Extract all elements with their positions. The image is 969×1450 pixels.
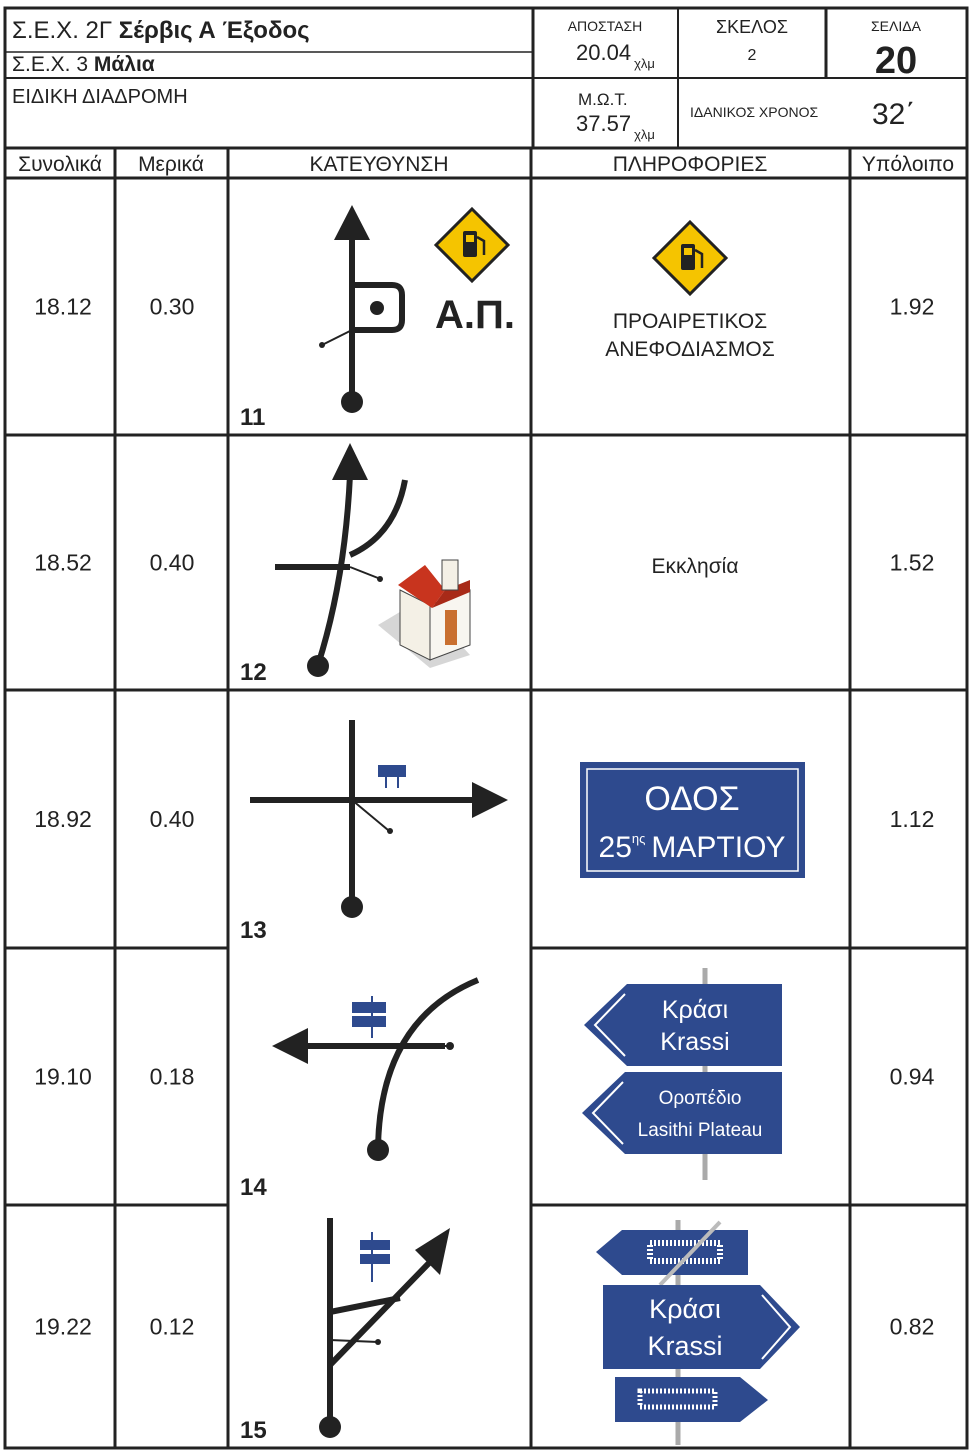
header-line2: Σ.Ε.Χ. 3 Μάλια xyxy=(12,53,155,76)
partial: 0.18 xyxy=(150,1064,195,1090)
sign-text: Krassi xyxy=(647,1331,722,1361)
header-line3: ΕΙΔΙΚΗ ΔΙΑΔΡΟΜΗ xyxy=(12,86,188,108)
label: ΣΚΕΛΟΣ xyxy=(716,17,788,37)
remaining: 0.94 xyxy=(890,1064,935,1090)
direction-signs-15: Κράσι Krassi xyxy=(596,1220,800,1445)
column-header: Υπόλοιπο xyxy=(862,153,954,176)
sign-text: Κράσι xyxy=(662,996,728,1024)
cells: Συνολικά Μερικά ΚΑΤΕΥΘΥΝΣΗ ΠΛΗΡΟΦΟΡΙΕΣ Υπόλο… xyxy=(18,153,954,1444)
diagram-13 xyxy=(250,720,508,918)
remaining: 1.52 xyxy=(890,550,935,576)
sign-text: Krassi xyxy=(660,1028,729,1056)
box-number: 15 xyxy=(240,1417,267,1444)
code: Σ.Ε.Χ. 2Γ xyxy=(12,17,112,44)
name: Σέρβις Α Έξοδος xyxy=(119,17,310,44)
direction-signs-14: Κράσι Krassi Οροπέδιο Lasithi Plateau xyxy=(582,968,782,1180)
diagram-12 xyxy=(275,443,471,677)
unit: χλμ xyxy=(634,127,655,142)
info-text: ΠΡΟΑΙΡΕΤΙΚΟΣ xyxy=(613,310,767,333)
column-header: Μερικά xyxy=(138,153,204,176)
diagram-14 xyxy=(272,977,480,1161)
partial: 0.30 xyxy=(150,294,195,320)
total: 18.52 xyxy=(34,550,92,576)
info-text: Εκκλησία xyxy=(652,555,739,578)
partial: 0.40 xyxy=(150,550,195,576)
sign-text: Οροπέδιο xyxy=(659,1088,742,1109)
remaining: 1.12 xyxy=(890,806,935,832)
name: Μάλια xyxy=(94,53,155,76)
box-number: 11 xyxy=(240,404,265,431)
info-text: ΑΝΕΦΟΔΙΑΣΜΟΣ xyxy=(605,338,775,361)
total: 19.22 xyxy=(34,1314,92,1340)
info-11: ΠΡΟΑΙΡΕΤΙΚΟΣ ΑΝΕΦΟΔΙΑΣΜΟΣ xyxy=(605,219,775,361)
label: ΙΔΑΝΙΚΟΣ ΧΡΟΝΟΣ xyxy=(690,104,818,120)
code: Σ.Ε.Χ. 3 xyxy=(12,53,88,76)
number: 25 xyxy=(599,831,632,864)
label: Μ.Ω.Τ. xyxy=(578,90,628,109)
sign-text: ΟΔΟΣ xyxy=(644,780,739,818)
remaining: 0.82 xyxy=(890,1314,935,1340)
box-number: 13 xyxy=(240,917,267,944)
box-number: 12 xyxy=(240,659,267,686)
name: ΜΑΡΤΙΟΥ xyxy=(651,831,785,864)
label: ΣΕΛΙΔΑ xyxy=(871,18,922,34)
partial: 0.40 xyxy=(150,806,195,832)
value: 37.57 χλμ xyxy=(576,111,655,142)
partial: 0.12 xyxy=(150,1314,195,1340)
total: 19.10 xyxy=(34,1064,92,1090)
sign-text: Κράσι xyxy=(649,1294,721,1324)
unit: χλμ xyxy=(634,56,655,71)
value: 32΄ xyxy=(872,98,915,131)
sign-text: Lasithi Plateau xyxy=(638,1120,763,1141)
value: 2 xyxy=(748,47,757,64)
grid xyxy=(3,6,969,1450)
total: 18.92 xyxy=(34,806,92,832)
box-number: 14 xyxy=(240,1174,267,1201)
street-sign: ΟΔΟΣ 25ης ΜΑΡΤΙΟΥ xyxy=(580,762,805,878)
value: 20 xyxy=(875,40,917,82)
diagram-label: Α.Π. xyxy=(435,293,515,337)
number: 20.04 xyxy=(576,40,631,65)
total: 18.12 xyxy=(34,294,92,320)
column-header: Συνολικά xyxy=(18,153,102,176)
column-header: ΚΑΤΕΥΘΥΝΣΗ xyxy=(309,153,448,176)
label: ΑΠΟΣΤΑΣΗ xyxy=(568,18,643,34)
value: 20.04 χλμ xyxy=(576,40,655,71)
diagram-15 xyxy=(319,1218,450,1438)
sign-text: 25ης ΜΑΡΤΙΟΥ xyxy=(599,831,786,864)
header-line1: Σ.Ε.Χ. 2Γ Σέρβις Α Έξοδος xyxy=(12,17,310,44)
suffix: ης xyxy=(632,831,646,846)
number: 37.57 xyxy=(576,111,631,136)
column-header: ΠΛΗΡΟΦΟΡΙΕΣ xyxy=(613,153,768,176)
remaining: 1.92 xyxy=(890,294,935,320)
diagram-11: Α.Π. xyxy=(319,205,515,413)
